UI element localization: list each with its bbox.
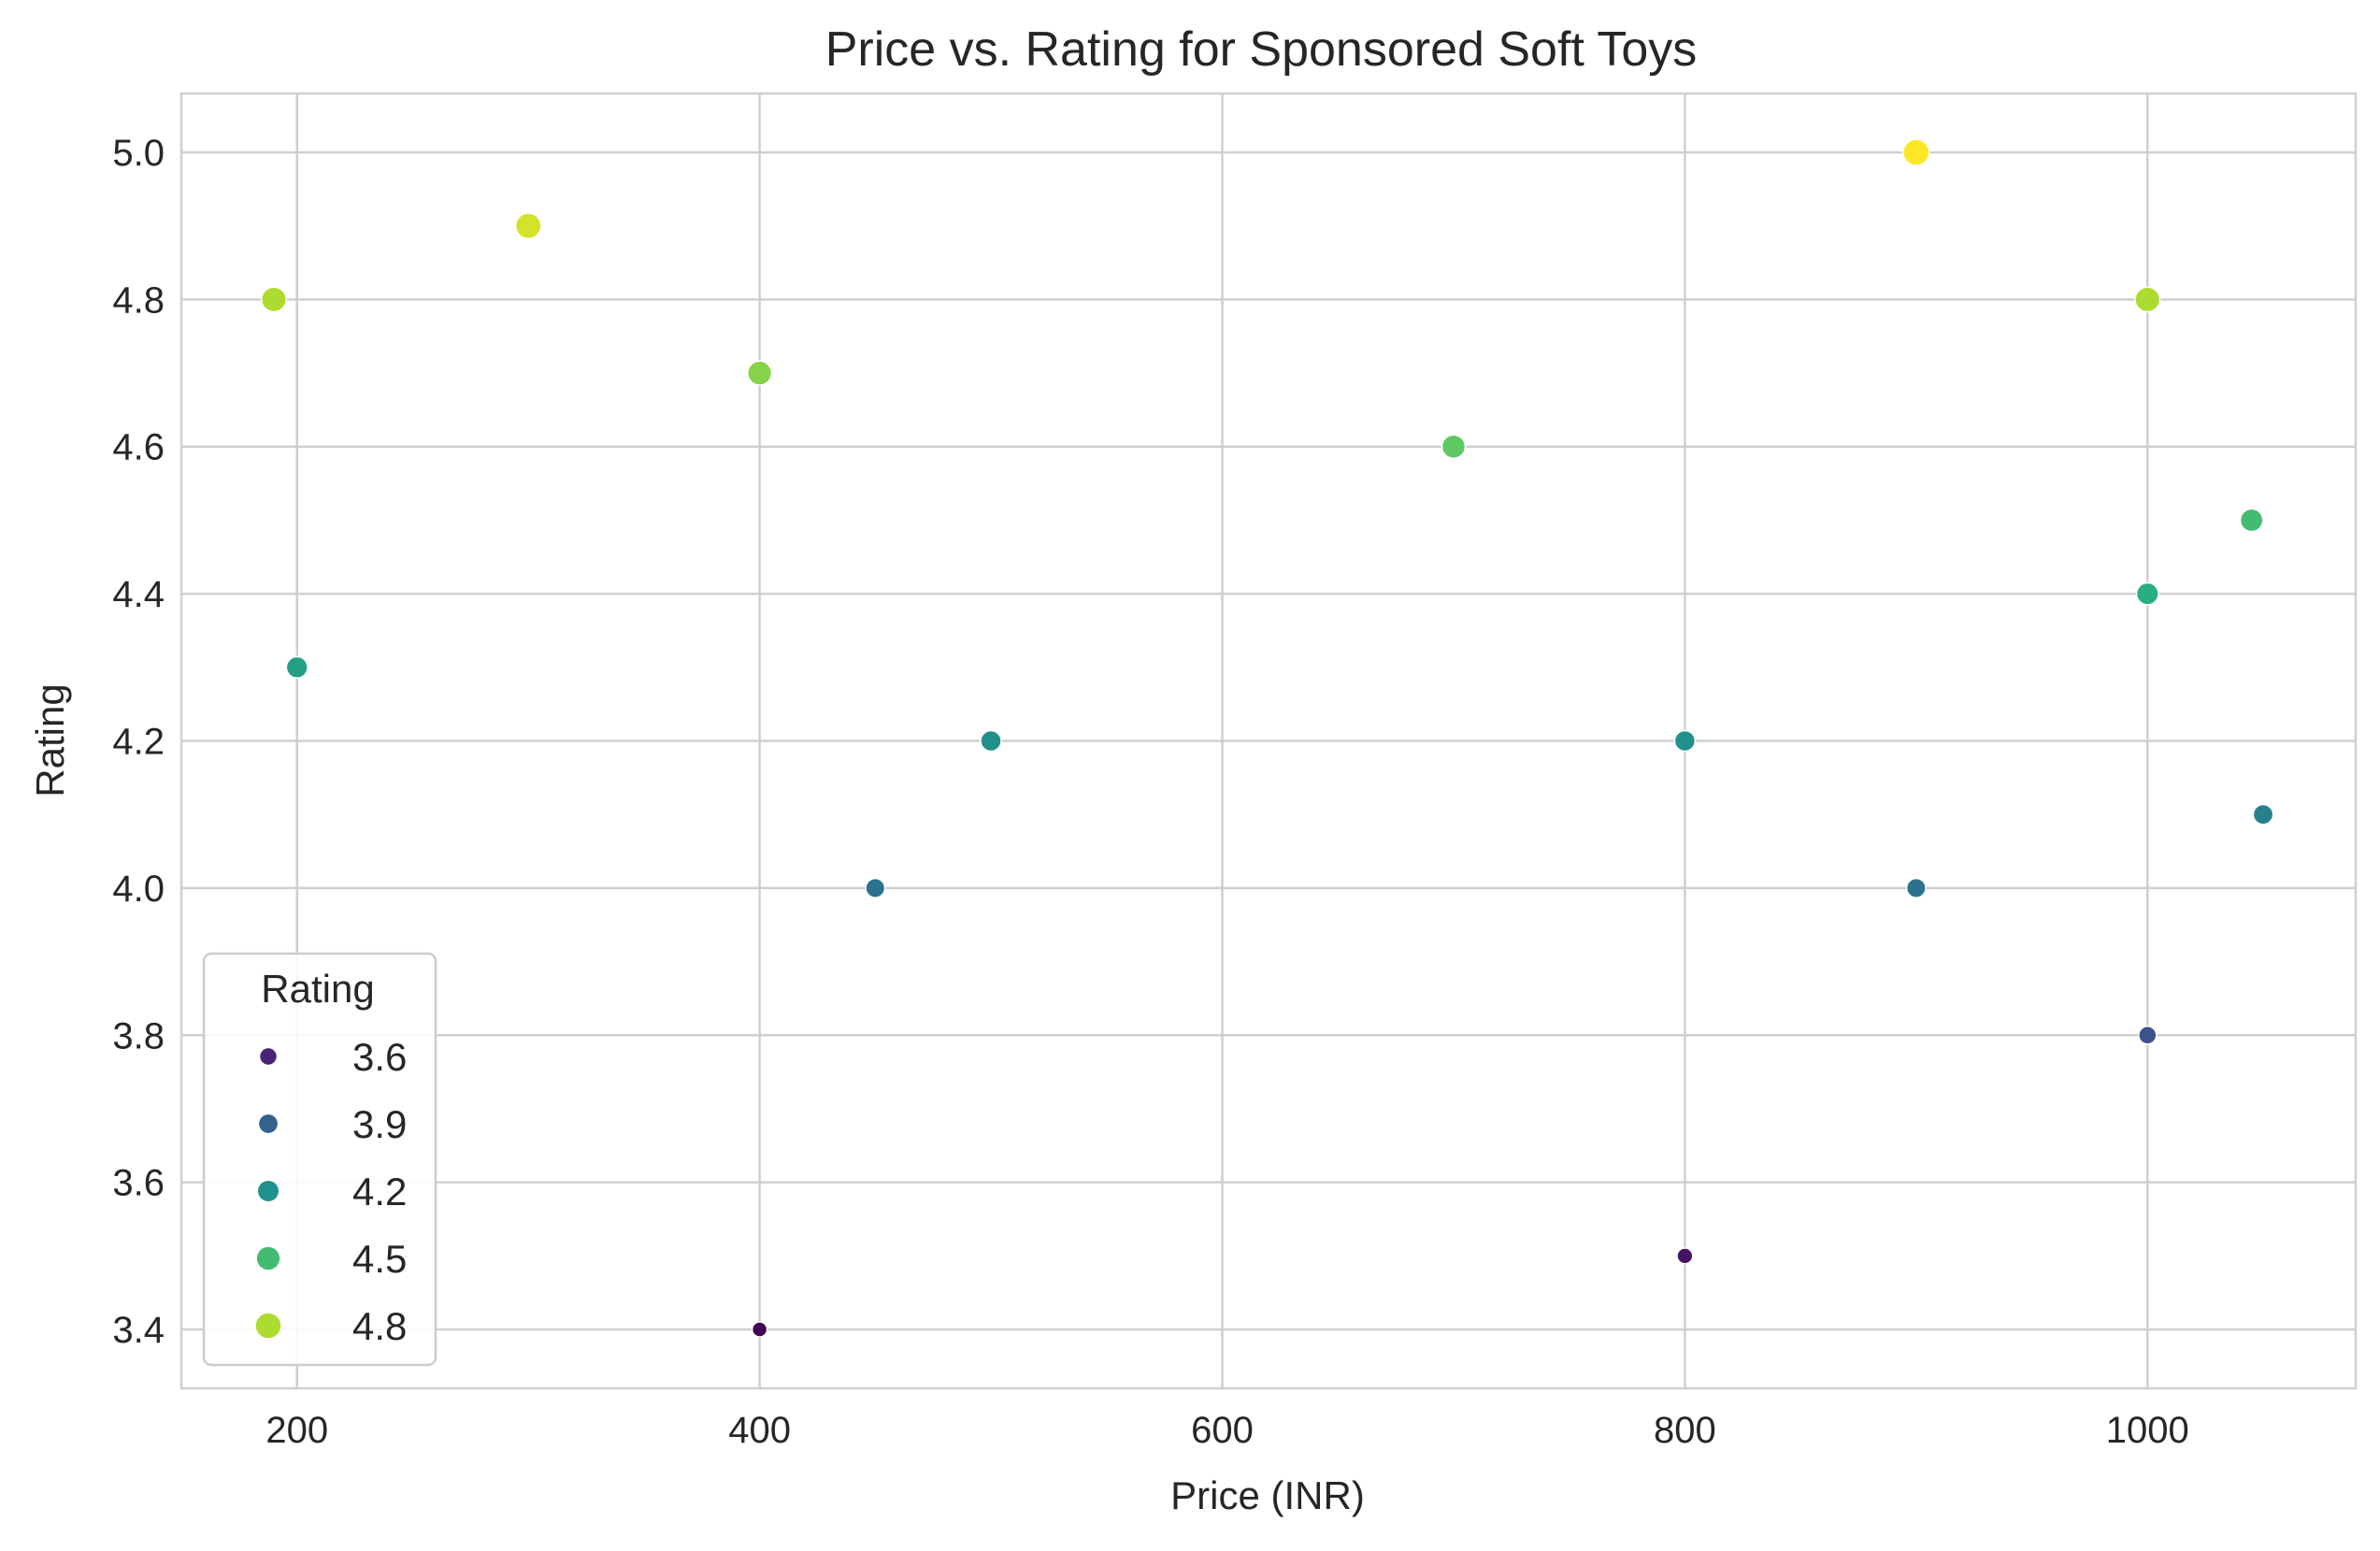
scatter-point bbox=[1676, 1247, 1694, 1265]
legend-box bbox=[202, 952, 437, 1367]
scatter-point bbox=[746, 360, 773, 386]
scatter-point bbox=[1905, 877, 1927, 898]
y-tick-label: 4.8 bbox=[112, 280, 165, 321]
scatter-point bbox=[751, 1321, 768, 1338]
legend-label: 3.6 bbox=[352, 1035, 407, 1079]
grid-lines bbox=[181, 93, 2356, 1388]
scatter-point bbox=[1673, 729, 1697, 753]
y-tick-label: 4.2 bbox=[112, 722, 165, 763]
scatter-point bbox=[260, 286, 287, 313]
legend-marker bbox=[255, 1313, 281, 1339]
y-tick-label: 3.4 bbox=[112, 1310, 165, 1351]
legend-label: 4.5 bbox=[352, 1237, 407, 1281]
plot-frame bbox=[179, 92, 2358, 1390]
scatter-point bbox=[514, 212, 542, 240]
scatter-point bbox=[2134, 286, 2161, 313]
x-tick-label: 800 bbox=[1654, 1410, 1716, 1451]
y-tick-label: 3.6 bbox=[112, 1163, 165, 1204]
legend-marker bbox=[260, 1048, 277, 1065]
chart-title: Price vs. Rating for Sponsored Soft Toys bbox=[825, 22, 1698, 77]
legend-marker bbox=[258, 1181, 279, 1201]
scatter-point bbox=[2138, 1026, 2158, 1045]
scatter-point bbox=[1441, 434, 1467, 459]
legend-items: 3.6 3.9 4.2 4.5 4.8 bbox=[255, 1035, 407, 1348]
scatter-point bbox=[285, 655, 308, 679]
y-axis-label: Rating bbox=[28, 683, 72, 797]
x-tick-label: 200 bbox=[265, 1410, 328, 1451]
legend-label: 4.2 bbox=[352, 1170, 407, 1214]
y-tick-label: 3.8 bbox=[112, 1015, 165, 1056]
x-tick-label: 1000 bbox=[2106, 1410, 2189, 1451]
scatter-point bbox=[2135, 582, 2159, 606]
x-tick-label: 600 bbox=[1191, 1410, 1254, 1451]
legend-title: Rating bbox=[261, 967, 374, 1011]
legend-label: 4.8 bbox=[352, 1304, 407, 1348]
y-tick-label: 4.4 bbox=[112, 574, 165, 615]
y-tick-labels: 3.4 3.6 3.8 4.0 4.2 4.4 4.6 4.8 5.0 bbox=[112, 133, 165, 1351]
scatter-point bbox=[2252, 803, 2274, 826]
scatter-point bbox=[2239, 508, 2264, 533]
x-tick-labels: 200 400 600 800 1000 bbox=[265, 1410, 2188, 1451]
scatter-point bbox=[1902, 138, 1930, 166]
legend-marker bbox=[256, 1246, 280, 1271]
legend-marker bbox=[259, 1114, 278, 1133]
y-tick-label: 4.6 bbox=[112, 427, 165, 468]
y-tick-label: 4.0 bbox=[112, 869, 165, 910]
x-tick-label: 400 bbox=[728, 1410, 791, 1451]
legend: Rating 3.6 3.9 4.2 4.5 4.8 bbox=[202, 952, 437, 1367]
scatter-point bbox=[980, 729, 1002, 753]
y-tick-label: 5.0 bbox=[112, 133, 165, 174]
legend-label: 3.9 bbox=[352, 1102, 407, 1146]
data-points bbox=[260, 138, 2274, 1338]
x-axis-label: Price (INR) bbox=[1170, 1473, 1365, 1517]
scatter-point bbox=[865, 877, 886, 898]
